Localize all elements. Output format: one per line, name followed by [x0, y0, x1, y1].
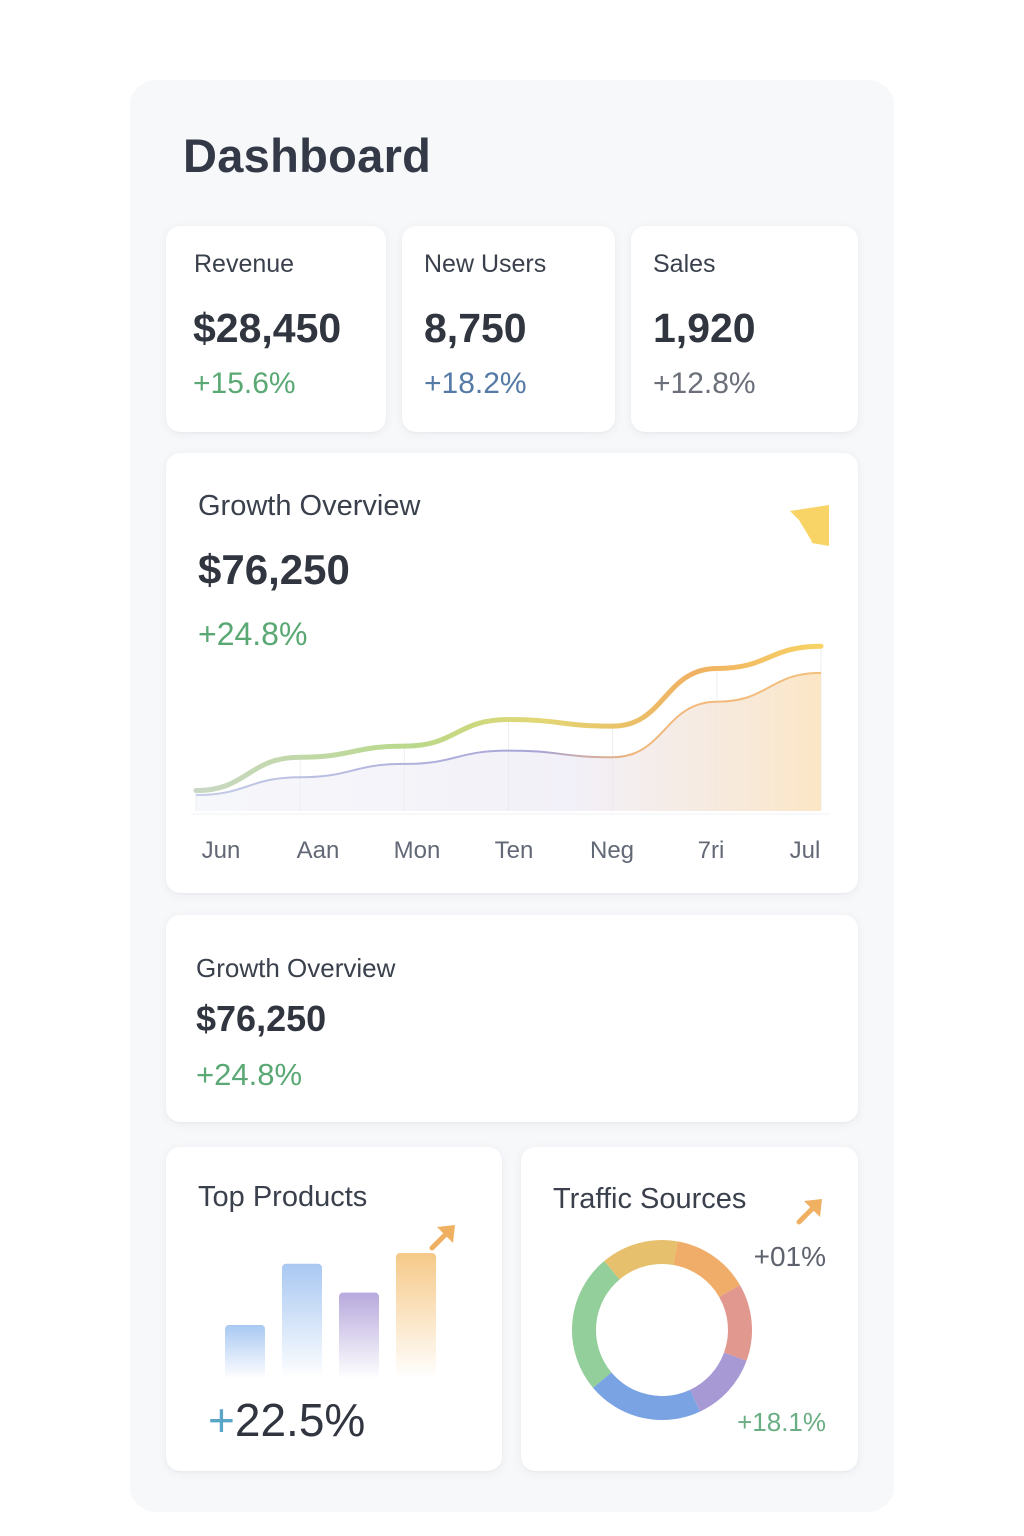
product-bar	[339, 1292, 379, 1379]
change-value: 22.5%	[234, 1394, 366, 1446]
top-products-card[interactable]: Top Products +22.5%	[166, 1147, 502, 1471]
donut-segment	[604, 1240, 678, 1280]
stat-value: 8,750	[424, 305, 527, 351]
stat-label: New Users	[424, 250, 547, 278]
x-axis-label: Jul	[789, 837, 821, 864]
chart-series-secondary	[195, 671, 822, 796]
stat-label: Revenue	[194, 250, 295, 278]
stat-change: +18.2%	[424, 367, 527, 400]
x-axis-label: Ten	[494, 837, 534, 864]
summary-change: +24.8%	[196, 1057, 303, 1092]
x-axis-label: Aan	[296, 837, 340, 864]
traffic-donut-chart	[572, 1199, 822, 1420]
stat-change: +15.6%	[193, 367, 296, 400]
donut-segment	[673, 1241, 740, 1298]
donut-segment	[718, 1285, 752, 1361]
chart-series-primary	[193, 643, 824, 794]
x-axis-label: 7ri	[697, 837, 725, 864]
stat-card-revenue[interactable]: Revenue $28,450 +15.6%	[166, 226, 386, 432]
top-products-change: +22.5%	[208, 1393, 365, 1447]
page-title: Dashboard	[183, 129, 432, 182]
growth-change: +24.8%	[198, 616, 308, 652]
stat-card-new-users[interactable]: New Users 8,750 +18.2%	[402, 226, 615, 432]
stat-value: 1,920	[653, 305, 756, 351]
growth-chart	[191, 505, 830, 815]
change-sign: +	[208, 1394, 235, 1446]
product-bar	[225, 1325, 265, 1379]
top-products-title: Top Products	[198, 1181, 368, 1213]
traffic-sources-card[interactable]: Traffic Sources +01% +18.1%	[521, 1147, 858, 1471]
donut-segment	[689, 1352, 747, 1412]
traffic-percent-bottom: +18.1%	[737, 1407, 826, 1437]
stat-card-sales[interactable]: Sales 1,920 +12.8%	[631, 226, 858, 432]
growth-value: $76,250	[198, 546, 350, 593]
x-axis-label: Mon	[393, 837, 441, 864]
x-axis-label: Neg	[589, 837, 635, 864]
stat-label: Sales	[653, 250, 716, 278]
arrow-up-right-icon	[429, 1225, 455, 1251]
summary-title: Growth Overview	[196, 953, 396, 983]
traffic-percent-top: +01%	[753, 1241, 826, 1272]
product-bar	[396, 1253, 436, 1379]
stat-change: +12.8%	[653, 367, 756, 400]
x-axis-label: Jun	[201, 837, 241, 864]
arrow-up-right-icon	[790, 505, 829, 546]
stat-value: $28,450	[193, 305, 342, 351]
growth-summary-card[interactable]: Growth Overview $76,250 +24.8%	[166, 915, 858, 1122]
donut-ring	[572, 1240, 752, 1420]
chart-area-fill	[196, 672, 821, 811]
traffic-sources-title: Traffic Sources	[553, 1183, 747, 1215]
top-products-chart	[225, 1225, 455, 1379]
growth-title: Growth Overview	[198, 490, 421, 522]
arrow-up-right-icon	[796, 1199, 822, 1225]
product-bar	[282, 1263, 322, 1379]
donut-segment	[572, 1261, 620, 1388]
donut-segment	[593, 1372, 701, 1420]
summary-value: $76,250	[196, 998, 327, 1039]
growth-overview-card[interactable]: Growth Overview $76,250 +24.8%	[166, 453, 858, 893]
